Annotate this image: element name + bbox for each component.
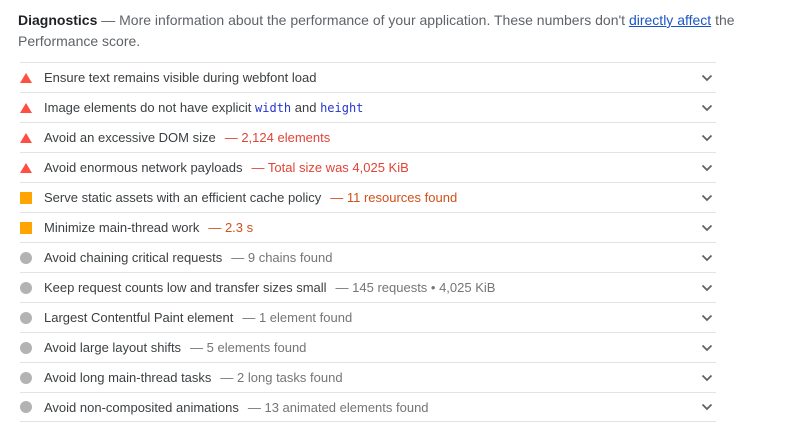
audit-row[interactable]: Avoid an excessive DOM size — 2,124 elem… [20, 122, 716, 152]
info-circle-icon [20, 401, 32, 413]
audit-title: Keep request counts low and transfer siz… [44, 280, 327, 295]
audit-title: Serve static assets with an efficient ca… [44, 190, 322, 205]
audit-title: Largest Contentful Paint element [44, 310, 234, 325]
audit-value: — 11 resources found [330, 190, 458, 205]
audit-title: Ensure text remains visible during webfo… [44, 70, 317, 85]
audit-row[interactable]: Largest Contentful Paint element — 1 ele… [20, 302, 716, 332]
audit-value: — 145 requests • 4,025 KiB [335, 280, 496, 295]
section-description-tail: the [715, 12, 735, 28]
audit-row[interactable]: Avoid long main-thread tasks — 2 long ta… [20, 362, 716, 392]
audit-value: — 2 long tasks found [220, 370, 343, 385]
chevron-down-icon[interactable] [701, 344, 713, 352]
audit-row[interactable]: Ensure text remains visible during webfo… [20, 62, 716, 92]
section-description: More information about the performance o… [119, 12, 626, 28]
chevron-down-icon[interactable] [701, 224, 713, 232]
warning-triangle-icon [20, 132, 32, 143]
chevron-down-icon[interactable] [701, 164, 713, 172]
audit-value: — 13 animated elements found [247, 399, 429, 415]
audit-row[interactable]: Serve static assets with an efficient ca… [20, 182, 716, 212]
audit-title: Avoid an excessive DOM size [44, 130, 216, 145]
audit-row[interactable]: Avoid chaining critical requests — 9 cha… [20, 242, 716, 272]
audit-title: Avoid non-composited animations [44, 399, 239, 415]
audit-row[interactable]: Image elements do not have explicit widt… [20, 92, 716, 122]
audit-row[interactable]: Avoid non-composited animations — 13 ani… [20, 392, 716, 422]
diagnostics-header: Diagnostics — More information about the… [18, 10, 770, 52]
section-description-line2: Performance score. [18, 33, 141, 49]
info-circle-icon [20, 251, 32, 264]
warning-square-icon [20, 221, 32, 234]
chevron-down-icon[interactable] [701, 254, 713, 262]
audit-value: — 5 elements found [190, 340, 307, 355]
audit-title: Avoid large layout shifts [44, 340, 182, 355]
info-circle-icon [20, 311, 32, 324]
info-circle-icon [20, 281, 32, 294]
audit-row[interactable]: Avoid enormous network payloads — Total … [20, 152, 716, 182]
diagnostics-list: Ensure text remains visible during webfo… [20, 62, 716, 422]
audit-value: — 9 chains found [231, 250, 333, 265]
chevron-down-icon[interactable] [701, 374, 713, 382]
warning-square-icon [20, 191, 32, 204]
warning-triangle-icon [20, 162, 32, 173]
warning-triangle-icon [20, 72, 32, 83]
audit-value: — Total size was 4,025 KiB [251, 160, 409, 175]
audit-value: — 2,124 elements [224, 130, 331, 145]
info-circle-icon [20, 341, 32, 354]
audit-row[interactable]: Minimize main-thread work — 2.3 s [20, 212, 716, 242]
audit-value: — 1 element found [242, 310, 353, 325]
chevron-down-icon[interactable] [701, 74, 713, 82]
chevron-down-icon[interactable] [701, 104, 713, 112]
audit-row[interactable]: Keep request counts low and transfer siz… [20, 272, 716, 302]
audit-title: Avoid long main-thread tasks [44, 370, 212, 385]
chevron-down-icon[interactable] [701, 194, 713, 202]
chevron-down-icon[interactable] [701, 403, 713, 411]
section-title: Diagnostics [18, 12, 98, 28]
audit-title: Image elements do not have explicit widt… [44, 100, 364, 115]
chevron-down-icon[interactable] [701, 134, 713, 142]
chevron-down-icon[interactable] [701, 284, 713, 292]
audit-row[interactable]: Avoid large layout shifts — 5 elements f… [20, 332, 716, 362]
chevron-down-icon[interactable] [701, 314, 713, 322]
title-separator: — [101, 12, 116, 28]
info-circle-icon [20, 371, 32, 384]
warning-triangle-icon [20, 102, 32, 113]
audit-title: Avoid chaining critical requests [44, 250, 223, 265]
audit-title: Avoid enormous network payloads [44, 160, 243, 175]
audit-title: Minimize main-thread work [44, 220, 200, 235]
directly-affect-link[interactable]: directly affect [628, 12, 712, 28]
audit-value: — 2.3 s [208, 220, 254, 235]
